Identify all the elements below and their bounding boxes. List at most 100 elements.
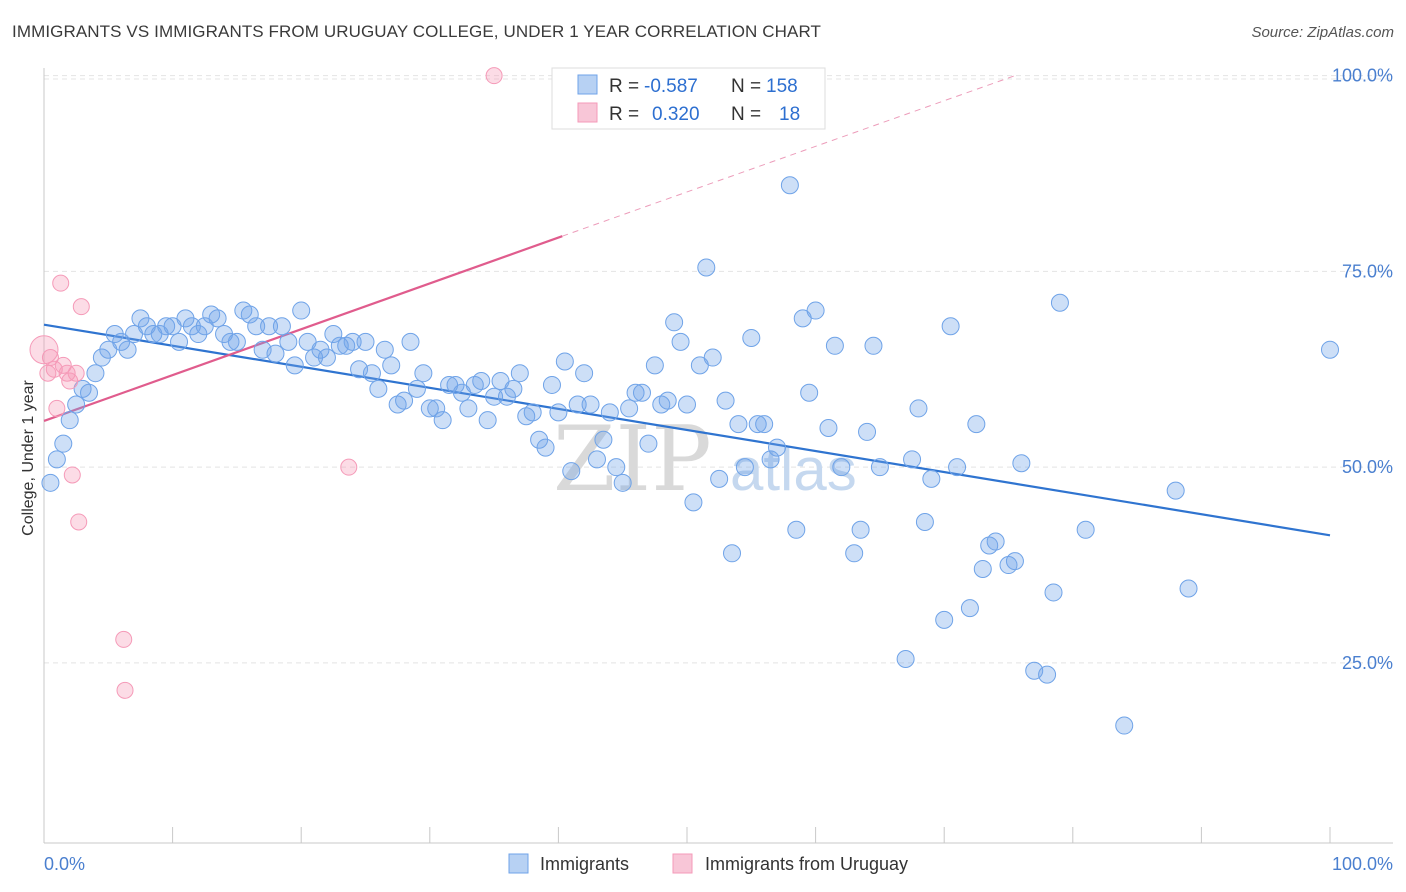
point-immigrants-47 [343,332,362,351]
y-axis-title: College, Under 1 year [20,380,37,536]
point-uruguay-5 [52,274,70,292]
legend-n-label-2: N = [731,104,761,125]
point-immigrants-112 [761,450,780,469]
point-immigrants-118 [806,301,825,320]
point-immigrants-86 [594,430,613,449]
point-uruguay-15 [340,458,358,476]
point-immigrants-68 [478,411,497,430]
point-immigrants-32 [247,317,266,336]
point-immigrants-55 [395,391,414,410]
point-immigrants-78 [542,375,561,394]
legend-box: R = -0.587 N = 158 R = 0.320 N = 18 [551,67,826,130]
point-uruguay-4 [48,399,66,417]
point-immigrants-103 [703,348,722,367]
point-immigrants-108 [735,458,754,477]
point-immigrants-90 [620,399,639,418]
y-tick-label-2: 75.0% [1342,261,1393,281]
point-immigrants-100 [684,493,703,512]
point-immigrants-53 [382,356,401,375]
point-immigrants-115 [787,520,806,539]
point-immigrants-44 [324,325,343,344]
point-immigrants-2 [54,434,73,453]
legend-n-label-1: N = [731,76,761,97]
point-immigrants-131 [922,469,941,488]
tick-labels: 25.0% 50.0% 75.0% 100.0% 0.0% 100.0% [44,66,1393,874]
point-immigrants-145 [1044,583,1063,602]
grid-lines [44,75,1393,664]
legend-swatch-pink [577,102,598,123]
point-immigrants-99 [678,395,696,414]
point-immigrants-57 [407,379,426,398]
point-immigrants-72 [504,379,523,398]
point-uruguay-13 [115,630,133,648]
point-immigrants-69 [485,387,504,406]
point-immigrants-151 [1321,340,1339,359]
point-immigrants-81 [562,462,581,481]
y-tick-label-1: 50.0% [1342,457,1393,477]
point-immigrants-132 [935,610,954,629]
point-immigrants-20 [170,332,189,351]
point-immigrants-51 [369,379,388,398]
point-immigrants-4 [67,395,86,414]
legend-r-label-2: R = [609,104,639,125]
chart-source: Source: ZipAtlas.com [1251,24,1394,41]
point-immigrants-67 [472,372,491,391]
point-immigrants-106 [723,544,742,563]
point-immigrants-88 [607,458,626,477]
point-immigrants-89 [613,473,632,492]
point-immigrants-82 [568,395,587,414]
point-immigrants-37 [279,332,298,351]
point-uruguay-10 [67,364,85,382]
trend-lines [43,75,1331,537]
bottom-legend-label-uruguay: Immigrants from Uruguay [705,854,908,874]
watermark-zip: ZIP [553,407,712,512]
point-immigrants-109 [742,328,761,347]
series-immigrants [41,176,1339,735]
point-immigrants-77 [536,438,555,457]
point-immigrants-84 [581,395,600,414]
point-immigrants-73 [510,364,529,383]
point-immigrants-29 [227,332,246,351]
point-immigrants-136 [967,415,986,434]
point-immigrants-148 [1115,716,1134,735]
axes [43,68,1393,844]
point-uruguay-3 [45,360,63,378]
point-immigrants-60 [427,399,446,418]
point-immigrants-87 [600,403,619,422]
point-immigrants-102 [697,258,716,277]
point-immigrants-1 [47,450,66,469]
point-immigrants-114 [780,176,799,195]
legend-r-value-2: 0.320 [652,104,700,125]
point-uruguay-6 [54,356,72,374]
point-immigrants-119 [819,419,838,438]
point-immigrants-111 [755,415,774,434]
x-tick-label-1: 100.0% [1332,854,1393,874]
legend-r-value-1: -0.587 [644,76,698,97]
point-immigrants-34 [260,317,279,336]
point-immigrants-104 [710,469,729,488]
point-immigrants-3 [60,411,79,430]
legend-swatch-blue [577,74,598,95]
point-immigrants-139 [986,532,1005,551]
point-immigrants-92 [632,383,651,402]
point-immigrants-38 [285,356,304,375]
point-immigrants-96 [658,391,677,410]
point-uruguay-14 [116,681,134,699]
point-immigrants-125 [864,336,883,355]
point-immigrants-117 [800,383,819,402]
point-immigrants-110 [748,415,767,434]
point-immigrants-91 [626,383,645,402]
point-immigrants-58 [414,364,433,383]
point-immigrants-107 [729,415,748,434]
point-immigrants-141 [1005,552,1024,571]
point-immigrants-93 [639,434,658,453]
point-immigrants-149 [1166,481,1185,500]
point-immigrants-18 [157,317,176,336]
point-immigrants-52 [375,340,394,359]
watermark: ZIP atlas [553,407,857,512]
point-immigrants-142 [1012,454,1031,473]
point-immigrants-105 [716,391,735,410]
point-immigrants-59 [420,399,439,418]
point-immigrants-79 [549,403,568,422]
point-immigrants-36 [272,317,291,336]
